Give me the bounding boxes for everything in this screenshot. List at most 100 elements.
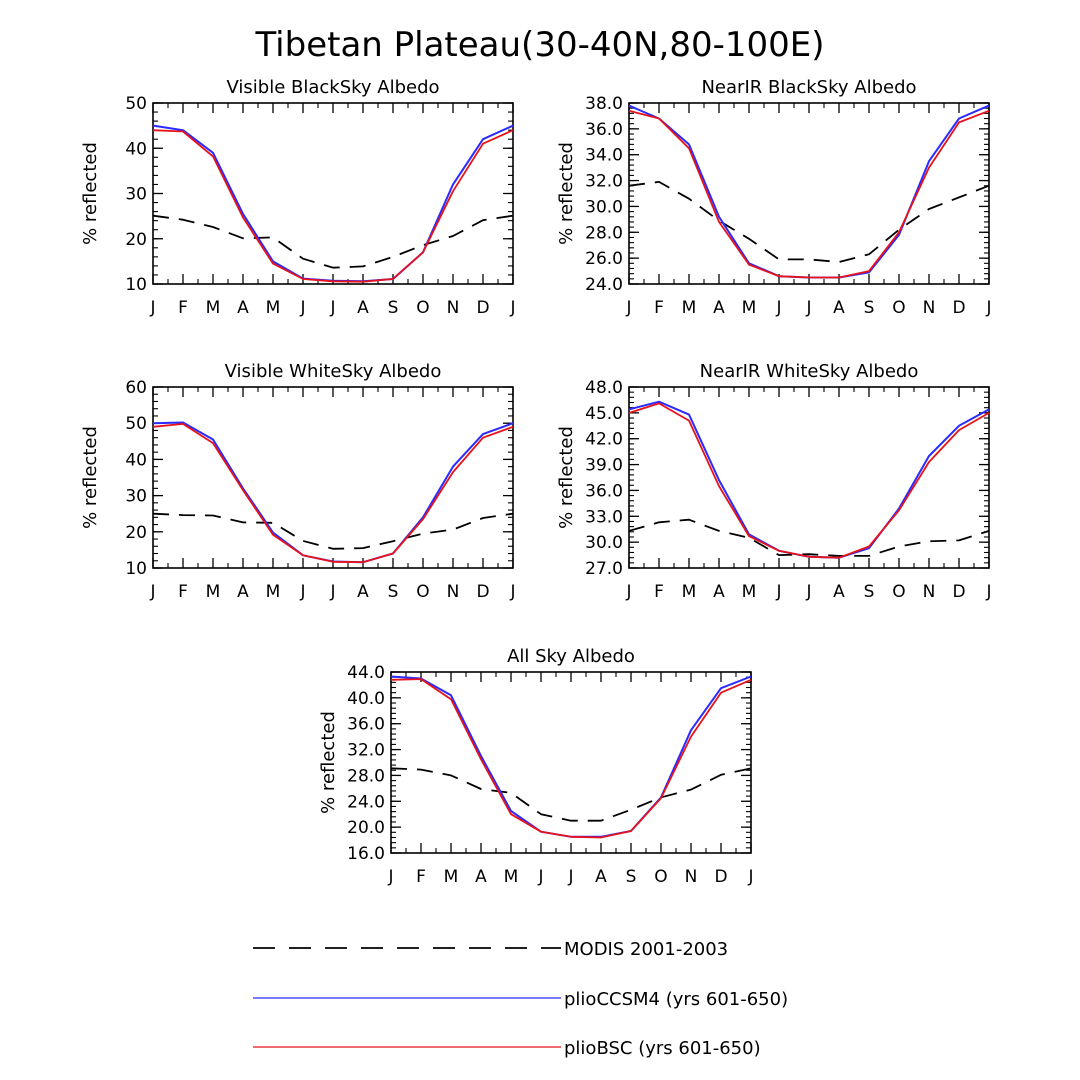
x-tick-label: F: [178, 582, 188, 602]
x-tick-label: A: [595, 867, 607, 887]
x-tick-label: M: [206, 582, 221, 602]
x-tick-label: M: [504, 867, 519, 887]
legend-label-modis: MODIS 2001-2003: [564, 939, 728, 960]
x-tick-label: M: [206, 298, 221, 318]
x-tick-label: A: [713, 298, 725, 318]
y-tick-label: 28.0: [347, 766, 385, 786]
x-tick-label: J: [537, 867, 543, 887]
y-tick-label: 50: [125, 414, 147, 434]
x-tick-label: J: [985, 582, 991, 602]
x-tick-label: S: [388, 298, 399, 318]
x-tick-label: O: [416, 582, 429, 602]
x-tick-label: A: [237, 582, 249, 602]
x-tick-label: M: [682, 582, 697, 602]
x-tick-label: S: [388, 582, 399, 602]
series-line-ccsm4: [628, 400, 990, 559]
x-tick-label: M: [682, 298, 697, 318]
panel-title: NearIR BlackSky Albedo: [701, 77, 916, 98]
y-tick-label: 16.0: [347, 844, 385, 864]
y-tick-label: 24.0: [585, 275, 623, 295]
y-tick-label: 26.0: [585, 249, 623, 269]
legend: MODIS 2001-2003 plioCCSM4 (yrs 601-650) pl…: [253, 939, 788, 1059]
x-tick-label: J: [299, 582, 305, 602]
main-title: Tibetan Plateau(30-40N,80-100E): [254, 25, 824, 65]
y-tick-label: 28.0: [585, 223, 623, 243]
x-tick-label: F: [654, 582, 664, 602]
series-line-modis: [152, 214, 514, 269]
x-tick-label: J: [329, 582, 335, 602]
series-line-bsc: [152, 129, 514, 283]
series-line-modis: [390, 767, 752, 822]
x-tick-label: S: [626, 867, 637, 887]
series-line-bsc: [628, 109, 990, 279]
plot-frame: [390, 671, 752, 854]
x-tick-label: J: [149, 582, 155, 602]
y-tick-label: 40: [125, 450, 147, 470]
x-tick-label: A: [713, 582, 725, 602]
panel-title: Visible WhiteSky Albedo: [225, 361, 442, 382]
y-tick-label: 10: [125, 275, 147, 295]
x-tick-label: A: [475, 867, 487, 887]
y-tick-label: 60: [125, 378, 147, 398]
x-tick-label: M: [742, 298, 757, 318]
y-axis-label: % reflected: [80, 426, 101, 529]
x-tick-label: J: [775, 298, 781, 318]
y-axis-label: % reflected: [556, 142, 577, 245]
x-tick-label: F: [654, 298, 664, 318]
series-line-bsc: [390, 678, 752, 839]
y-tick-label: 48.0: [585, 378, 623, 398]
plot-frame: [628, 102, 990, 285]
y-tick-label: 20: [125, 230, 147, 250]
x-tick-label: F: [416, 867, 426, 887]
x-tick-label: J: [329, 298, 335, 318]
y-axis-label: % reflected: [80, 142, 101, 245]
legend-label-bsc: plioBSC (yrs 601-650): [564, 1038, 761, 1059]
series-line-ccsm4: [152, 421, 514, 564]
x-tick-label: N: [447, 298, 460, 318]
x-tick-label: J: [387, 867, 393, 887]
y-tick-label: 45.0: [585, 404, 623, 424]
y-tick-label: 36.0: [347, 715, 385, 735]
series-line-modis: [628, 518, 990, 557]
panel-title: Visible BlackSky Albedo: [226, 77, 439, 98]
x-tick-label: O: [654, 867, 667, 887]
x-tick-label: M: [266, 298, 281, 318]
y-tick-label: 33.0: [585, 507, 623, 527]
x-tick-label: N: [923, 582, 936, 602]
y-tick-label: 34.0: [585, 146, 623, 166]
x-tick-label: J: [985, 298, 991, 318]
y-tick-label: 42.0: [585, 430, 623, 450]
plot-frame: [152, 102, 514, 285]
x-tick-label: D: [952, 298, 965, 318]
y-axis-label: % reflected: [318, 711, 339, 814]
series-line-ccsm4: [152, 124, 514, 283]
x-tick-label: J: [805, 582, 811, 602]
x-tick-label: J: [567, 867, 573, 887]
y-tick-label: 30.0: [585, 533, 623, 553]
x-tick-label: N: [685, 867, 698, 887]
y-axis-label: % reflected: [556, 426, 577, 529]
x-tick-label: O: [892, 298, 905, 318]
y-tick-label: 36.0: [585, 481, 623, 501]
y-tick-label: 30: [125, 185, 147, 205]
series-line-bsc: [628, 402, 990, 559]
y-tick-label: 32.0: [585, 172, 623, 192]
series-line-ccsm4: [390, 675, 752, 838]
y-tick-label: 38.0: [585, 94, 623, 114]
x-tick-label: J: [805, 298, 811, 318]
x-tick-label: A: [357, 582, 369, 602]
panel-title: NearIR WhiteSky Albedo: [700, 361, 919, 382]
x-tick-label: A: [357, 298, 369, 318]
legend-label-ccsm4: plioCCSM4 (yrs 601-650): [564, 989, 788, 1010]
y-tick-label: 32.0: [347, 741, 385, 761]
x-tick-label: O: [892, 582, 905, 602]
series-line-modis: [152, 512, 514, 550]
x-tick-label: J: [625, 298, 631, 318]
x-tick-label: N: [923, 298, 936, 318]
x-tick-label: J: [625, 582, 631, 602]
